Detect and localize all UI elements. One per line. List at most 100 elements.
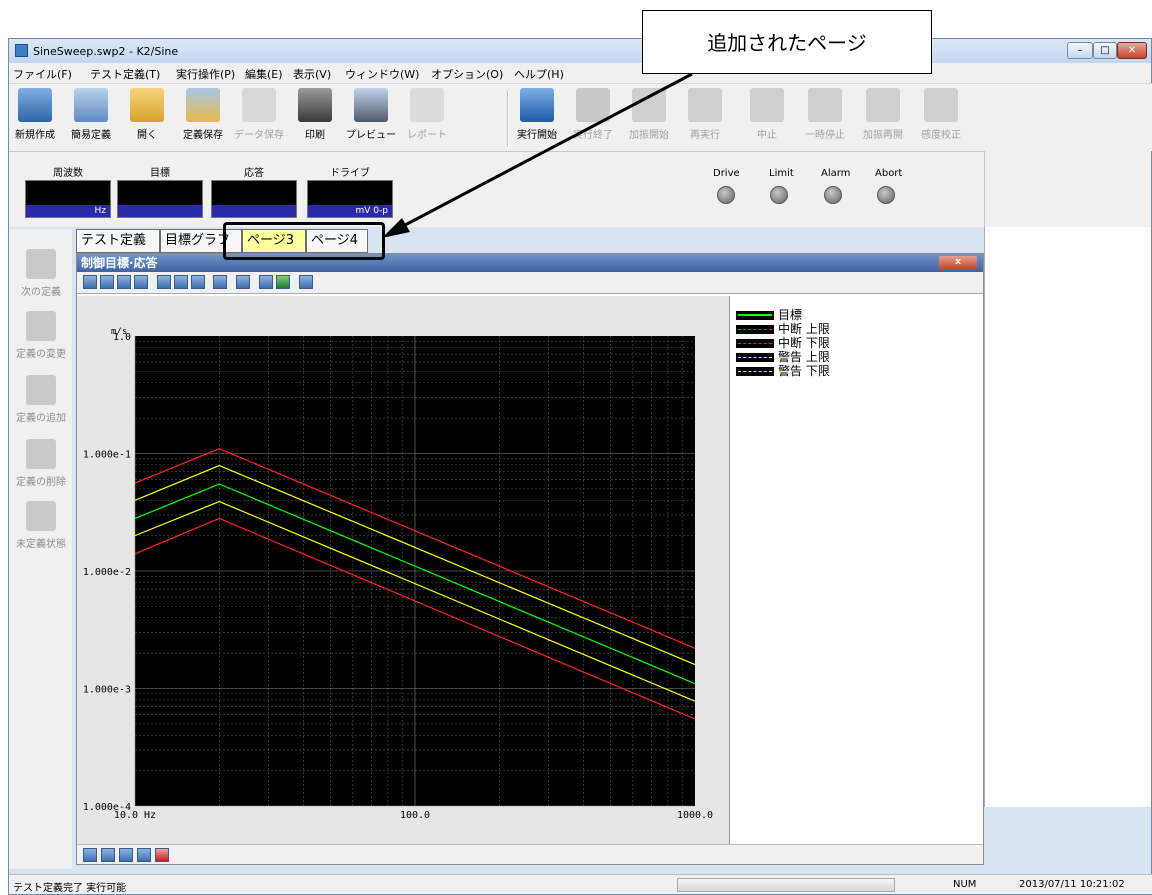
toolbar: 新規作成 簡易定義 開く 定義保存 データ保存 印刷 プレビュー レポート 実行… — [9, 83, 1152, 151]
maximize-button[interactable]: □ — [1093, 42, 1117, 59]
undefined-state-button[interactable]: 未定義状態 — [11, 497, 71, 561]
change-definition-button[interactable]: 定義の変更 — [11, 307, 71, 371]
graph-tool-icon[interactable] — [299, 275, 313, 289]
off-icon — [26, 501, 56, 531]
excite-start-button[interactable]: 加振開始 — [623, 86, 675, 148]
y-tick-label: 1.0 — [113, 332, 131, 343]
save-data-button[interactable]: データ保存 — [233, 86, 285, 148]
tab-page3[interactable]: ページ3 — [242, 229, 306, 253]
series-line — [134, 517, 696, 720]
excite-resume-button[interactable]: 加振再開 — [857, 86, 909, 148]
x-tick-label: 100.0 — [400, 810, 430, 821]
menu-edit[interactable]: 編集(E) — [245, 68, 283, 81]
delete-icon[interactable] — [155, 848, 169, 862]
menu-help[interactable]: ヘルプ(H) — [514, 68, 564, 81]
menu-test-definition[interactable]: テスト定義(T) — [90, 68, 161, 81]
menu-window[interactable]: ウィンドウ(W) — [345, 68, 420, 81]
menu-bar: ファイル(F) テスト定義(T) 実行操作(P) 編集(E) 表示(V) ウィン… — [9, 63, 1151, 83]
arrow-down-icon — [26, 249, 56, 279]
calibration-button[interactable]: 感度校正 — [915, 86, 967, 148]
series-line — [134, 483, 696, 685]
tab-page4[interactable]: ページ4 — [306, 229, 368, 253]
app-icon — [15, 44, 28, 57]
graph-tool-icon[interactable] — [117, 275, 131, 289]
callout-box: 追加されたページ — [642, 10, 932, 74]
graph-tool-icon[interactable] — [100, 275, 114, 289]
delete-definition-label: 定義の削除 — [16, 477, 66, 488]
legend-swatch — [736, 367, 774, 376]
menu-view[interactable]: 表示(V) — [293, 68, 332, 81]
drive-label: ドライブ — [330, 168, 370, 179]
export-icon[interactable] — [259, 275, 273, 289]
graph-body: 1.0 1.000e-1 1.000e-2 1.000e-3 1.000e-4 m/s 10… — [77, 296, 983, 844]
legend-label: 警告 上限 — [778, 350, 830, 364]
open-button[interactable]: 開く — [121, 86, 173, 148]
layout-icon[interactable] — [119, 848, 133, 862]
delete-x-icon — [26, 439, 56, 469]
next-definition-button[interactable]: 次の定義 — [11, 245, 71, 309]
legend-item: 警告 下限 — [736, 362, 830, 378]
y-tick-label: 1.000e-1 — [83, 450, 131, 461]
menu-options[interactable]: オプション(O) — [431, 68, 504, 81]
target-unit — [118, 205, 202, 217]
layout-icon[interactable] — [83, 848, 97, 862]
save-data-icon — [242, 88, 276, 122]
report-button[interactable]: レポート — [401, 86, 453, 148]
legend-label: 警告 下限 — [778, 364, 830, 378]
rerun-button[interactable]: 再実行 — [679, 86, 731, 148]
graph-tool-icon[interactable] — [174, 275, 188, 289]
legend-swatch — [736, 311, 774, 320]
graph-tool-icon[interactable] — [191, 275, 205, 289]
layout-icon[interactable] — [137, 848, 151, 862]
minimize-button[interactable]: – — [1067, 42, 1093, 59]
save-definition-icon — [186, 88, 220, 122]
run-end-button[interactable]: 実行終了 — [567, 86, 619, 148]
window-title: SineSweep.swp2 - K2/Sine — [33, 45, 179, 58]
layout-icon[interactable] — [101, 848, 115, 862]
graph-tool-icon[interactable] — [236, 275, 250, 289]
rewind-icon — [688, 88, 722, 122]
undefined-state-label: 未定義状態 — [16, 539, 66, 550]
new-button[interactable]: 新規作成 — [9, 86, 61, 148]
save-definition-button[interactable]: 定義保存 — [177, 86, 229, 148]
run-start-icon — [520, 88, 554, 122]
print-button[interactable]: 印刷 — [289, 86, 341, 148]
graph-tool-icon[interactable] — [83, 275, 97, 289]
legend-item: 中断 下限 — [736, 334, 830, 350]
graph-tool-icon[interactable] — [134, 275, 148, 289]
tab-highlight-box — [223, 222, 385, 260]
graph-tool-icon[interactable] — [213, 275, 227, 289]
response-label: 応答 — [244, 168, 264, 179]
graph-close-button[interactable]: x — [939, 256, 977, 270]
x-tick-label: 10.0 Hz — [114, 810, 156, 821]
pause-icon — [808, 88, 842, 122]
frequency-label: 周波数 — [53, 168, 83, 179]
menu-file[interactable]: ファイル(F) — [13, 68, 72, 81]
graph-panel: 制御目標·応答 x 1.0 1.000e-1 1.000e-2 1.000e-3 1.0… — [76, 253, 984, 865]
zoom-icon[interactable] — [157, 275, 171, 289]
legend: 目標 中断 上限 中断 下限 警告 上限 警告 下限 — [729, 296, 983, 844]
series-line — [134, 500, 696, 702]
tab-target-graph[interactable]: 目標グラフ — [160, 229, 242, 253]
title-bar: SineSweep.swp2 - K2/Sine – □ ✕ — [9, 39, 1151, 63]
y-tick-label: 1.000e-2 — [83, 567, 131, 578]
run-start-button[interactable]: 実行開始 — [511, 86, 563, 148]
stop-button[interactable]: 中止 — [741, 86, 793, 148]
simple-define-button[interactable]: 簡易定義 — [65, 86, 117, 148]
pause-button[interactable]: 一時停止 — [799, 86, 851, 148]
open-label: 開く — [137, 130, 157, 141]
calibration-icon — [924, 88, 958, 122]
add-definition-button[interactable]: 定義の追加 — [11, 371, 71, 435]
new-label: 新規作成 — [15, 130, 55, 141]
close-button[interactable]: ✕ — [1117, 42, 1147, 59]
calibration-label: 感度校正 — [921, 130, 961, 141]
tab-test-definition[interactable]: テスト定義 — [76, 229, 160, 253]
pause-label: 一時停止 — [805, 130, 845, 141]
excel-icon[interactable] — [276, 275, 290, 289]
preview-label: プレビュー — [346, 130, 396, 141]
status-datetime: 2013/07/11 10:21:02 — [1019, 879, 1125, 890]
response-display — [211, 180, 297, 218]
delete-definition-button[interactable]: 定義の削除 — [11, 435, 71, 499]
menu-run[interactable]: 実行操作(P) — [176, 68, 236, 81]
preview-button[interactable]: プレビュー — [345, 86, 397, 148]
